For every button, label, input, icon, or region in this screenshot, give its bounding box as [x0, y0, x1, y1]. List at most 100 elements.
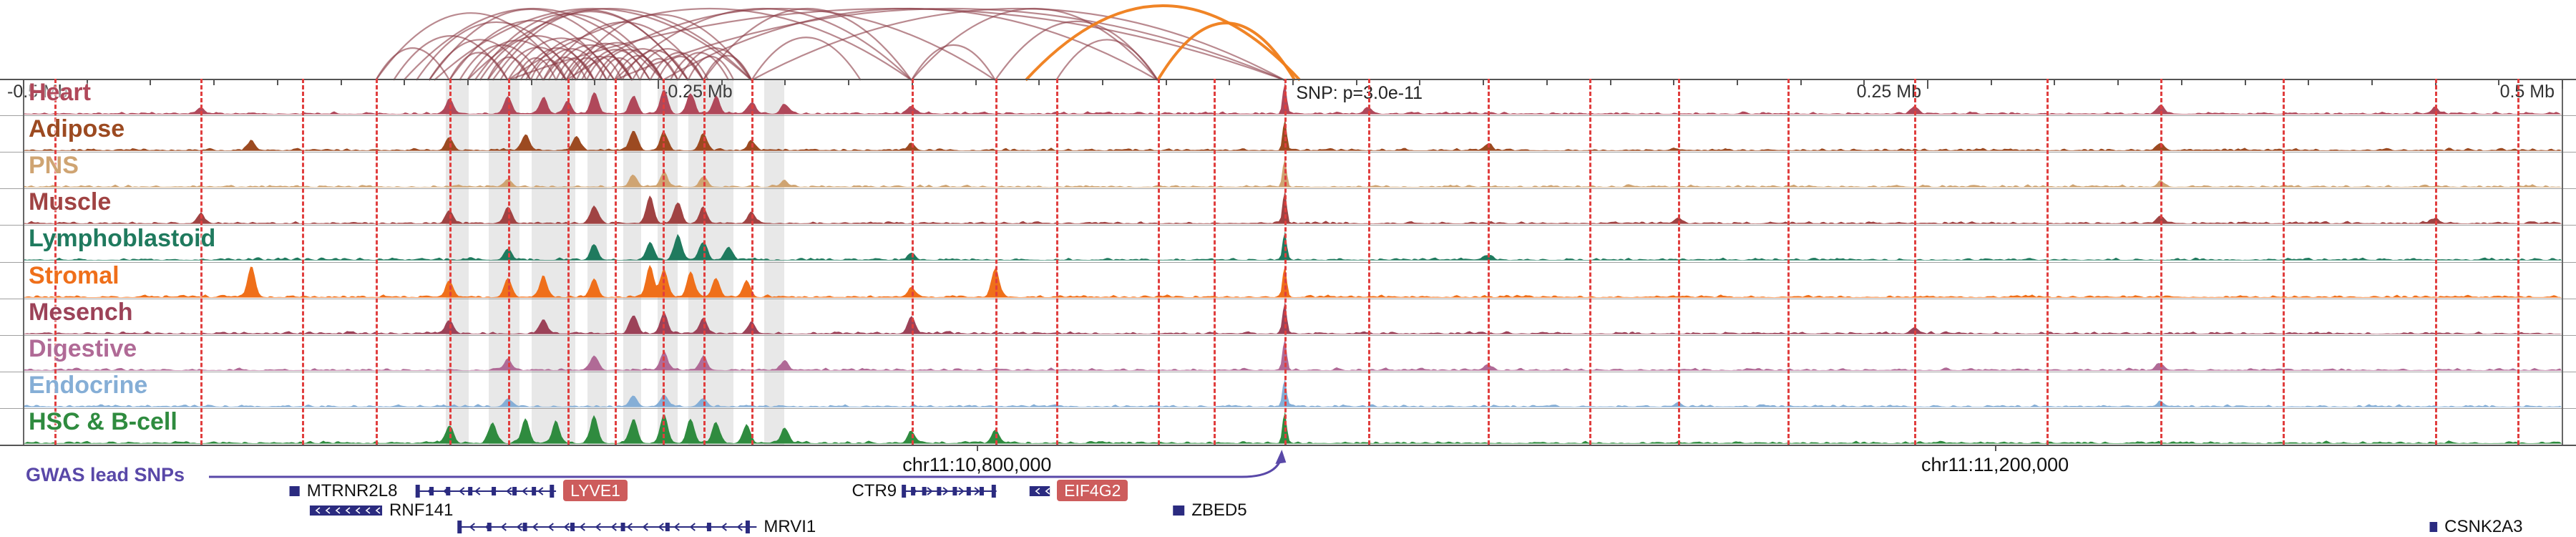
ruler-tick	[150, 79, 152, 85]
ruler-tick	[1483, 79, 1485, 85]
chromatin-interaction-arcs	[375, 4, 1302, 82]
candidate-region-line	[2517, 79, 2519, 445]
gene-label-lyve1: LYVE1	[563, 480, 628, 501]
candidate-region-line	[376, 79, 379, 445]
candidate-region-line	[703, 79, 706, 445]
ruler-tick	[1546, 79, 1548, 85]
ruler-tick	[1609, 79, 1611, 85]
candidate-region-line	[1488, 79, 1491, 445]
track-label-stromal: Stromal	[29, 261, 119, 289]
candidate-region-line	[449, 79, 452, 445]
ruler-tick	[1292, 79, 1294, 85]
candidate-region-line	[507, 79, 510, 445]
candidate-region-line	[2282, 79, 2285, 445]
signal-track-mesench	[23, 301, 2562, 334]
snp-pvalue-label: SNP: p=3.0e-11	[1296, 83, 1423, 103]
ruler-tick	[530, 79, 532, 85]
ruler-tick	[2244, 79, 2246, 85]
candidate-region-line	[2046, 79, 2049, 445]
signal-track-stromal	[23, 264, 2562, 298]
plot-left-border	[23, 79, 24, 445]
ruler-tick	[467, 79, 469, 85]
track-separator	[0, 188, 2576, 190]
gene-label-rnf141: RNF141	[389, 500, 454, 520]
signal-track-heart	[23, 82, 2562, 115]
candidate-region-line	[1678, 79, 1681, 445]
candidate-region-line	[302, 79, 305, 445]
track-label-pns: PNS	[29, 152, 79, 180]
ruler-tick	[1229, 79, 1231, 85]
ruler-tick	[1863, 79, 1865, 85]
ruler-tick	[1736, 79, 1738, 85]
track-label-lymphoblastoid: Lymphoblastoid	[29, 225, 216, 253]
ruler-tick	[975, 79, 977, 85]
track-separator	[0, 334, 2576, 336]
track-separator	[0, 261, 2576, 263]
signal-track-pns	[23, 158, 2562, 188]
ruler-tick	[1990, 79, 1992, 85]
signal-track-adipose	[23, 119, 2562, 151]
signal-track-hsc-b-cell	[23, 411, 2562, 444]
candidate-region-line	[1368, 79, 1371, 445]
ruler-major-tick	[1927, 79, 1928, 89]
gene-label-csnk2a3: CSNK2A3	[2444, 517, 2523, 536]
ruler-tick	[2308, 79, 2310, 85]
candidate-region-line	[567, 79, 570, 445]
candidate-region-line	[2160, 79, 2163, 445]
candidate-region-line	[2434, 79, 2437, 445]
ruler-tick	[2054, 79, 2056, 85]
track-label-mesench: Mesench	[29, 298, 133, 326]
gene-label-mrvi1: MRVI1	[763, 517, 816, 536]
candidate-region-line	[1157, 79, 1160, 445]
gene-label-ctr9: CTR9	[852, 481, 897, 500]
candidate-region-line	[751, 79, 754, 445]
ruler-tick	[721, 79, 723, 85]
ruler-tick	[1038, 79, 1040, 85]
candidate-region-line	[614, 79, 617, 445]
signal-track-digestive	[23, 338, 2562, 371]
coordinate-label-right: chr11:11,200,000	[1921, 454, 2069, 475]
gene-label-zbed5: ZBED5	[1191, 500, 1247, 520]
track-label-endocrine: Endocrine	[29, 371, 148, 399]
ruler-tick	[1800, 79, 1802, 85]
ruler-tick	[404, 79, 406, 85]
ruler-tick	[1165, 79, 1167, 85]
coordinate-tick	[977, 445, 979, 451]
ruler-tick	[213, 79, 215, 85]
ruler-major-tick	[658, 79, 659, 89]
candidate-region-line	[995, 79, 997, 445]
ruler-tick	[2117, 79, 2119, 85]
ruler-tick	[594, 79, 596, 85]
ruler-tick	[2371, 79, 2373, 85]
candidate-region-line	[1787, 79, 1790, 445]
candidate-region-line	[1589, 79, 1592, 445]
ruler-tick	[1673, 79, 1675, 85]
candidate-region-line	[1056, 79, 1059, 445]
candidate-region-line	[663, 79, 665, 445]
signal-track-muscle	[23, 190, 2562, 224]
candidate-region-line	[1914, 79, 1917, 445]
ruler-major-tick	[2562, 79, 2563, 89]
track-separator	[0, 225, 2576, 226]
ruler-tick	[2180, 79, 2182, 85]
track-separator	[0, 115, 2576, 117]
track-label-adipose: Adipose	[29, 115, 125, 143]
ruler-tick	[276, 79, 278, 85]
coordinate-label-left: chr11:10,800,000	[902, 454, 1052, 475]
track-separator	[0, 79, 2576, 80]
signal-track-endocrine	[23, 378, 2562, 407]
signal-track-lymphoblastoid	[23, 231, 2562, 261]
track-label-muscle: Muscle	[29, 188, 112, 216]
candidate-region-line	[911, 79, 914, 445]
track-label-hsc-b-cell: HSC & B-cell	[29, 407, 177, 435]
track-separator	[0, 407, 2576, 409]
plot-right-border	[2562, 79, 2563, 445]
gene-label-mtrnr2l8: MTRNR2L8	[306, 481, 398, 500]
candidate-region-line	[54, 79, 57, 445]
gwas-lead-snps-label: GWAS lead SNPs	[26, 464, 185, 485]
axis-label-right: 0.5 Mb	[2499, 82, 2555, 102]
ruler-major-tick	[23, 79, 24, 89]
gene-label-eif4g2: EIF4G2	[1057, 480, 1128, 501]
